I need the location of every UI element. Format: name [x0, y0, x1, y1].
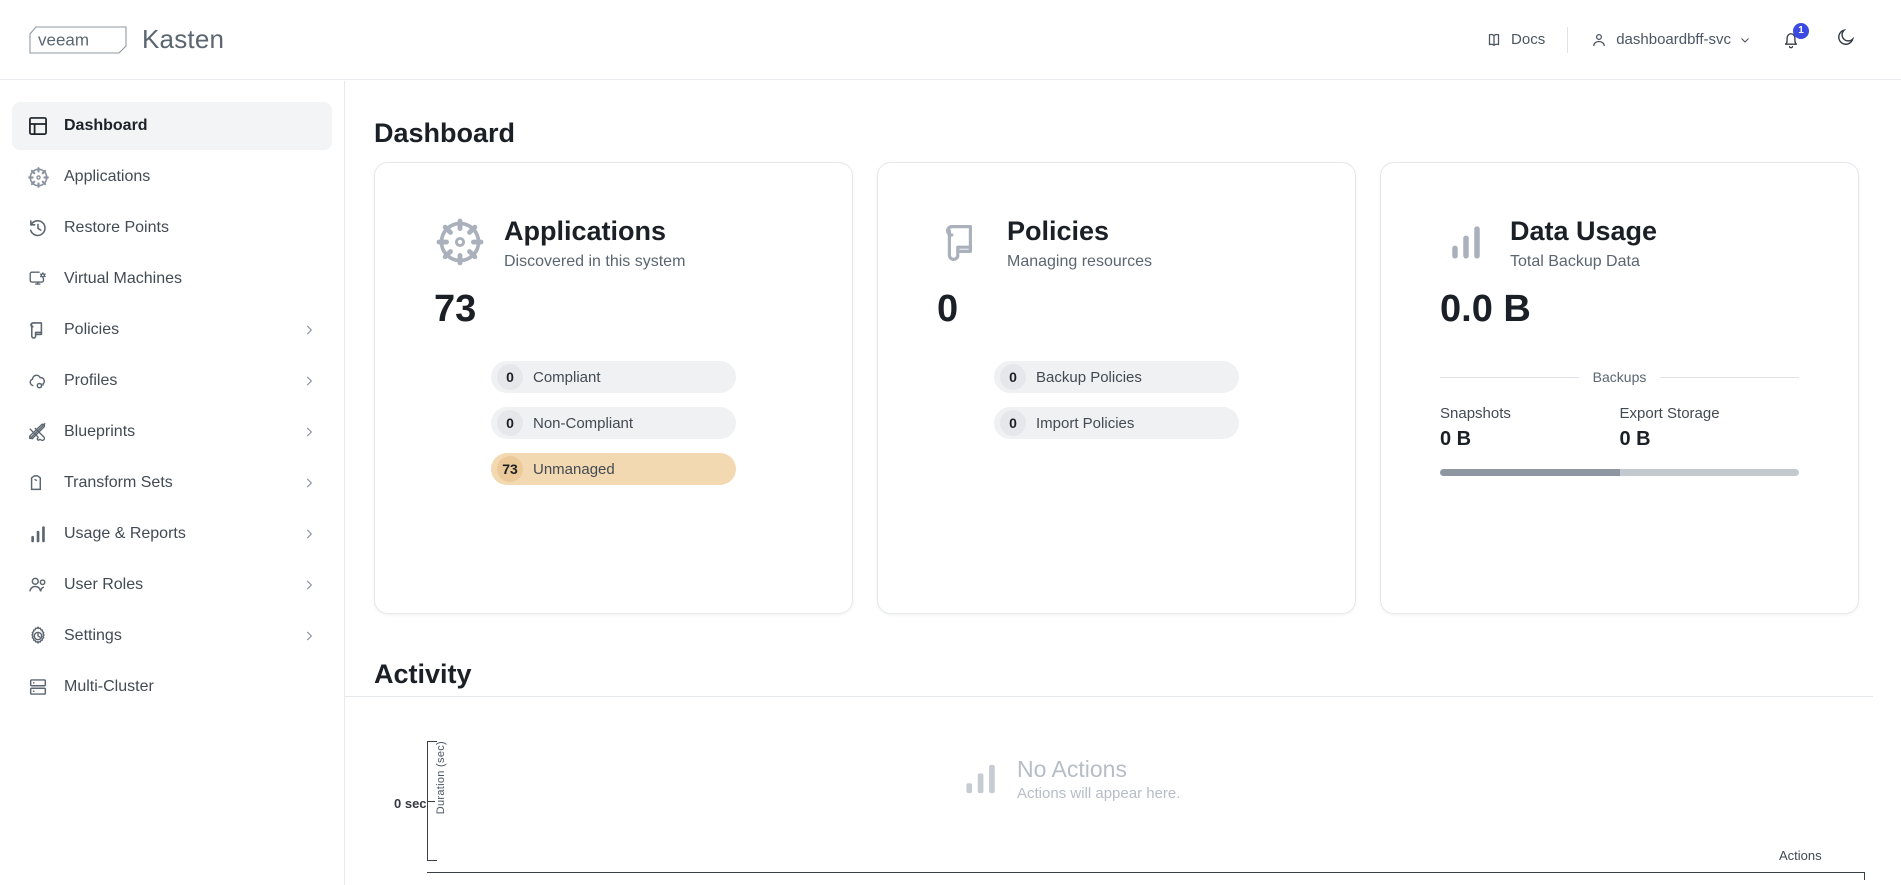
svg-text:veeam: veeam: [38, 30, 89, 49]
